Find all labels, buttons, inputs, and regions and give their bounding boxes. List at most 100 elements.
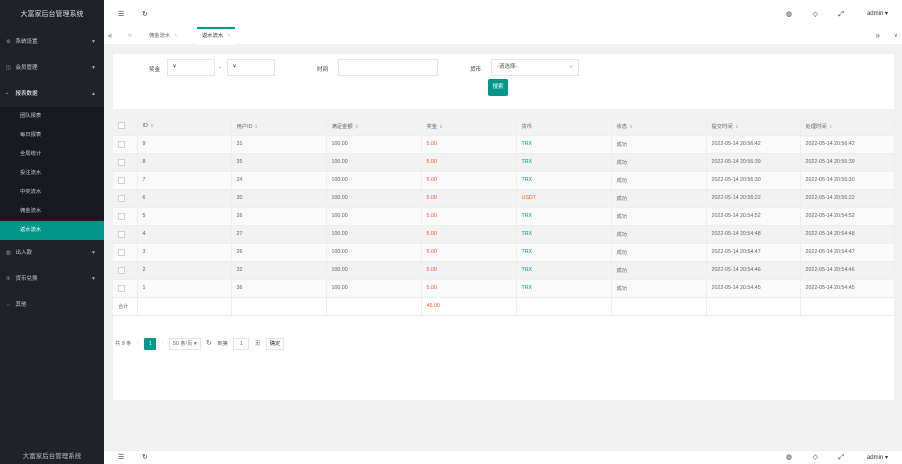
- refresh-icon[interactable]: ↻: [142, 11, 148, 18]
- column-header-status[interactable]: 状态 ⇕: [611, 117, 707, 136]
- tabs-next-icon[interactable]: »: [875, 31, 880, 40]
- cell-process-time: 2022-05-14 20:54:52: [800, 207, 895, 226]
- table-row[interactable]: 5 26 100.00 5.00 TRX 成功 2022-05-14 20:54:52 202…: [113, 207, 895, 226]
- cell-currency: TRX: [516, 279, 612, 298]
- column-header-amount[interactable]: 满足金额 ⇕: [326, 117, 422, 136]
- cell-bonus: 5.00: [421, 261, 517, 280]
- bonus-label: 奖金: [149, 67, 161, 73]
- column-header-user-id[interactable]: 用户ID ⇕: [231, 117, 327, 136]
- column-header-label: 满足金额: [331, 123, 353, 130]
- note-icon[interactable]: ◇: [812, 11, 818, 18]
- deposit-icon: ▥: [6, 250, 11, 256]
- refresh-icon[interactable]: ↻: [142, 454, 148, 461]
- column-header-process-time[interactable]: 处理时间 ⇕: [800, 117, 895, 136]
- select-all-cell[interactable]: [113, 117, 138, 136]
- theme-icon[interactable]: ◍: [785, 454, 792, 461]
- chevron-down-icon[interactable]: ∨: [893, 33, 898, 39]
- column-header-submit-time[interactable]: 提交时间 ⇕: [706, 117, 801, 136]
- cell-amount: 100.00: [326, 243, 422, 262]
- table-row[interactable]: 9 31 100.00 5.00 TRX 成功 2022-05-14 20:56:42 202…: [113, 135, 895, 154]
- submenu-report-data: 团队报表 每日报表 全局统计 投注流水 中奖流水 佣金流水 返水流水: [0, 107, 104, 240]
- table-total-row: 合计 45.00: [113, 297, 895, 316]
- table-row[interactable]: 8 35 100.00 5.00 TRX 成功 2022-05-14 20:56:39 202…: [113, 153, 895, 172]
- chevron-up-icon: ▲: [91, 91, 96, 97]
- checkbox[interactable]: [118, 122, 125, 130]
- sort-icon[interactable]: ⇕: [254, 123, 259, 129]
- bonus-min-input[interactable]: ¥: [167, 59, 215, 76]
- checkbox[interactable]: [118, 284, 125, 292]
- column-header-currency: 货币: [516, 117, 612, 136]
- column-header-bonus[interactable]: 奖金 ⇕: [421, 117, 517, 136]
- table-row[interactable]: 4 27 100.00 5.00 TRX 成功 2022-05-14 20:54:48 202…: [113, 225, 895, 244]
- table-row[interactable]: 3 26 100.00 5.00 TRX 成功 2022-05-14 20:54:47 202…: [113, 243, 895, 262]
- sort-icon[interactable]: ⇕: [354, 123, 359, 129]
- sidebar-subitem-bet-flow[interactable]: 投注流水: [20, 170, 42, 176]
- column-header-id[interactable]: ID ⇕: [137, 117, 232, 136]
- checkbox-cell: [113, 189, 138, 208]
- checkbox[interactable]: [118, 194, 125, 202]
- sidebar-subitem-daily-report[interactable]: 每日报表: [20, 132, 42, 138]
- chevron-down-icon: ▼: [91, 39, 96, 45]
- menu-toggle-icon[interactable]: ☰: [118, 454, 125, 461]
- pager-refresh-icon[interactable]: ↻: [206, 340, 212, 347]
- sidebar-item-currency-exchange[interactable]: ⑤ 货币兑换 ▼: [0, 266, 104, 292]
- close-icon[interactable]: ×: [227, 33, 231, 39]
- sidebar-item-report-data[interactable]: ▪ 报表数据 ▲: [0, 81, 104, 107]
- checkbox[interactable]: [118, 230, 125, 238]
- pager-confirm-button[interactable]: 确定: [265, 338, 285, 350]
- sort-icon[interactable]: ⇕: [734, 123, 739, 129]
- cell-bonus: 5.00: [421, 207, 517, 226]
- checkbox[interactable]: [118, 176, 125, 184]
- table-row[interactable]: 6 30 100.00 5.00 USDT 成功 2022-05-14 20:56:22 20…: [113, 189, 895, 208]
- pager-prev-icon[interactable]: ‹: [136, 341, 139, 347]
- table-body: 9 31 100.00 5.00 TRX 成功 2022-05-14 20:56:42 202…: [113, 135, 895, 316]
- theme-icon[interactable]: ◍: [785, 11, 792, 18]
- sidebar-subitem-team-report[interactable]: 团队报表: [20, 113, 42, 119]
- checkbox[interactable]: [118, 266, 125, 274]
- close-icon[interactable]: ×: [174, 33, 178, 39]
- tabs-prev-icon[interactable]: «: [108, 31, 113, 40]
- sidebar-subitem-commission-flow[interactable]: 佣金流水: [20, 208, 42, 214]
- sidebar-item-other[interactable]: ⇔ 其他: [0, 292, 104, 318]
- bonus-max-input[interactable]: ¥: [227, 59, 275, 76]
- pager-current-page[interactable]: 1: [144, 338, 157, 350]
- table-row[interactable]: 1 36 100.00 5.00 TRX 成功 2022-05-14 20:54:45 202…: [113, 279, 895, 298]
- sidebar-subitem-rebate-flow[interactable]: 返水流水: [0, 221, 104, 240]
- fullscreen-icon[interactable]: ⤢: [838, 11, 844, 18]
- currency-select[interactable]: -请选择- ∨: [491, 59, 579, 76]
- sidebar-item-system-settings[interactable]: ⚙ 系统设置 ▼: [0, 29, 104, 55]
- sort-icon[interactable]: ⇕: [828, 123, 833, 129]
- checkbox[interactable]: [118, 212, 125, 220]
- user-menu[interactable]: admin ▾: [866, 11, 888, 17]
- pager-next-icon[interactable]: ›: [161, 341, 164, 347]
- sidebar-subitem-win-flow[interactable]: 中奖流水: [20, 189, 42, 195]
- fullscreen-icon[interactable]: ⤢: [838, 454, 844, 461]
- menu-toggle-icon[interactable]: ☰: [118, 11, 125, 18]
- data-table: ID ⇕ 用户ID ⇕ 满足金额 ⇕ 奖金 ⇕ 货币 状态 ⇕ 提交时间 ⇕ 处理时间 ⇕ 9…: [113, 117, 895, 316]
- sort-icon[interactable]: ⇕: [149, 122, 154, 128]
- tab-commission-flow[interactable]: 佣金流水 ×: [144, 27, 182, 45]
- chevron-down-icon: ▼: [91, 276, 96, 282]
- user-menu[interactable]: admin ▾: [866, 455, 888, 461]
- checkbox[interactable]: [118, 140, 125, 148]
- sidebar-subitem-global-stats[interactable]: 全局统计: [20, 151, 42, 157]
- pager-per-page-select[interactable]: 50 条/页 ▾: [168, 338, 201, 350]
- table-row[interactable]: 2 32 100.00 5.00 TRX 成功 2022-05-14 20:54:46 202…: [113, 261, 895, 280]
- pager-goto-input[interactable]: 1: [233, 338, 250, 350]
- time-input[interactable]: [338, 59, 438, 76]
- sort-icon[interactable]: ⇕: [439, 123, 443, 129]
- tab-rebate-flow[interactable]: 返水流水 ×: [197, 27, 236, 45]
- table-row[interactable]: 7 24 100.00 5.00 TRX 成功 2022-05-14 20:56:30 202…: [113, 171, 895, 190]
- checkbox-cell: [113, 171, 138, 190]
- home-icon[interactable]: ○: [128, 33, 132, 39]
- sidebar-item-label: 系统设置: [15, 39, 38, 45]
- cell-submit-time: 2022-05-14 20:54:45: [706, 279, 801, 298]
- checkbox[interactable]: [118, 248, 125, 256]
- sidebar-item-deposit-withdraw[interactable]: ▥ 出入款 ▼: [0, 240, 104, 266]
- currency-select-value: -请选择-: [497, 64, 518, 70]
- sort-icon[interactable]: ⇕: [629, 123, 633, 129]
- checkbox[interactable]: [118, 158, 125, 166]
- sidebar-item-member-management[interactable]: ◫ 会员管理 ▼: [0, 55, 104, 81]
- search-button[interactable]: 搜索: [488, 79, 508, 96]
- note-icon[interactable]: ◇: [812, 454, 818, 461]
